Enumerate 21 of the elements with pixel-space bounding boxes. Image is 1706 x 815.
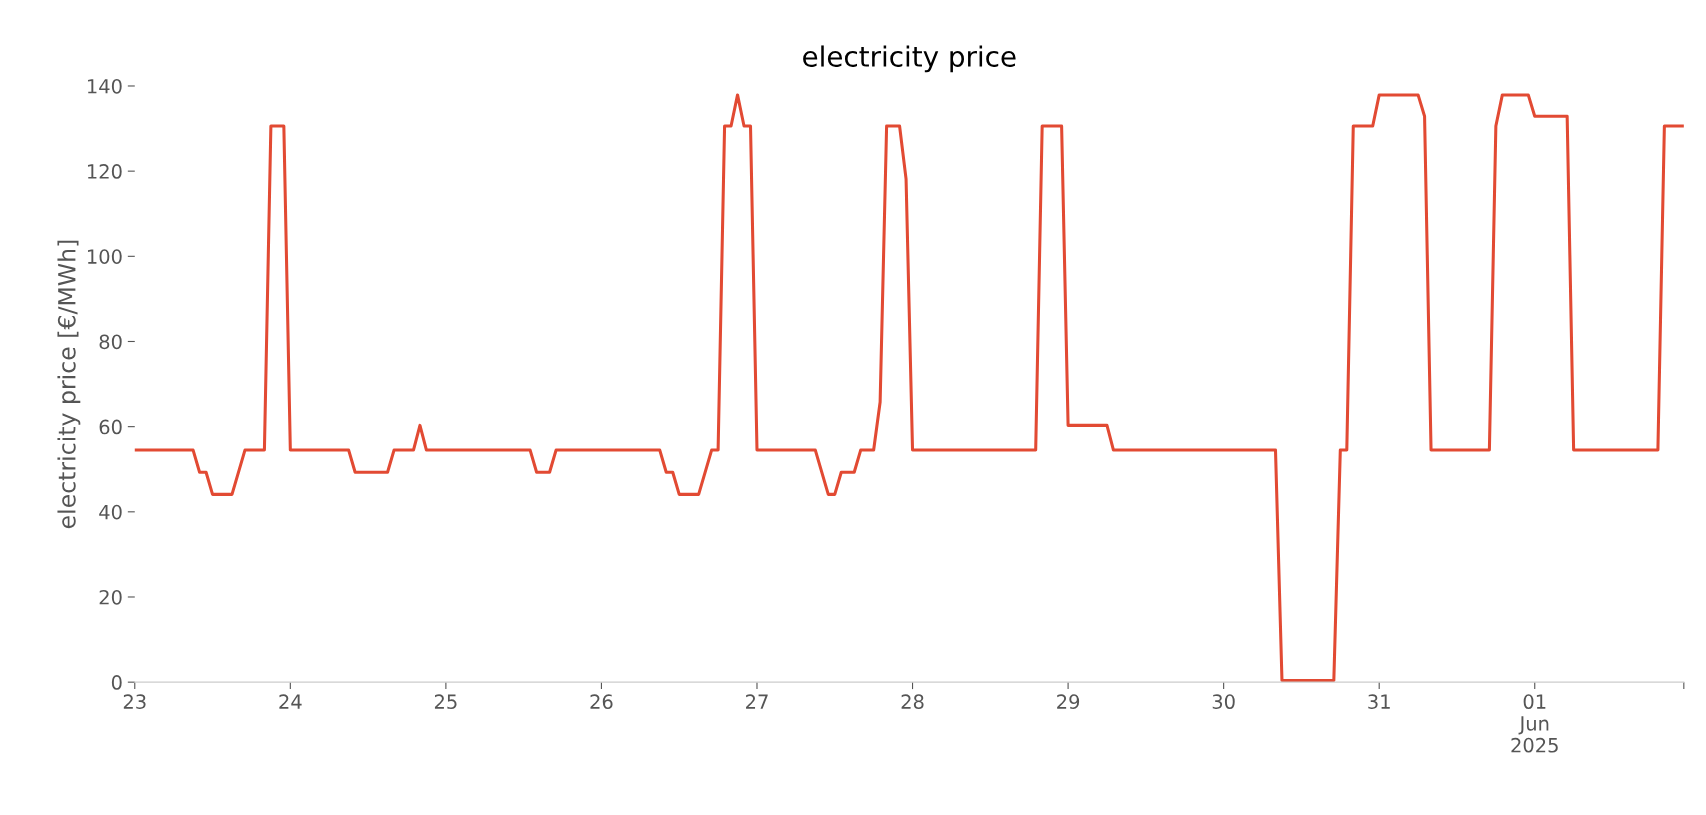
x-tick-label: 30 <box>1212 694 1235 710</box>
y-tick-label: 100 <box>87 249 122 264</box>
x-tick-label: 23 <box>123 694 146 710</box>
chart-title: electricity price <box>803 45 1016 73</box>
y-tick-label: 80 <box>99 334 122 350</box>
x-tick-label: 29 <box>1057 694 1080 710</box>
x-tick-label: 28 <box>901 694 924 710</box>
x-tick-label: 01 Jun 2025 <box>1511 694 1558 753</box>
x-tick-label: 26 <box>590 694 613 710</box>
y-tick-label: 140 <box>87 78 122 94</box>
x-tick-label: 27 <box>746 694 768 709</box>
line-series <box>134 93 1684 682</box>
y-tick-label: 40 <box>99 504 122 520</box>
x-tick-label: 24 <box>279 694 302 709</box>
y-axis-title: electricity price [€/MWh] <box>57 240 81 529</box>
y-tick-label: 120 <box>87 164 122 179</box>
x-tick-label: 25 <box>434 694 457 710</box>
x-tick-label: 31 <box>1368 694 1390 710</box>
y-tick-label: 60 <box>99 419 122 435</box>
y-tick-label: 20 <box>99 589 122 605</box>
y-tick-label: 0 <box>111 675 122 690</box>
